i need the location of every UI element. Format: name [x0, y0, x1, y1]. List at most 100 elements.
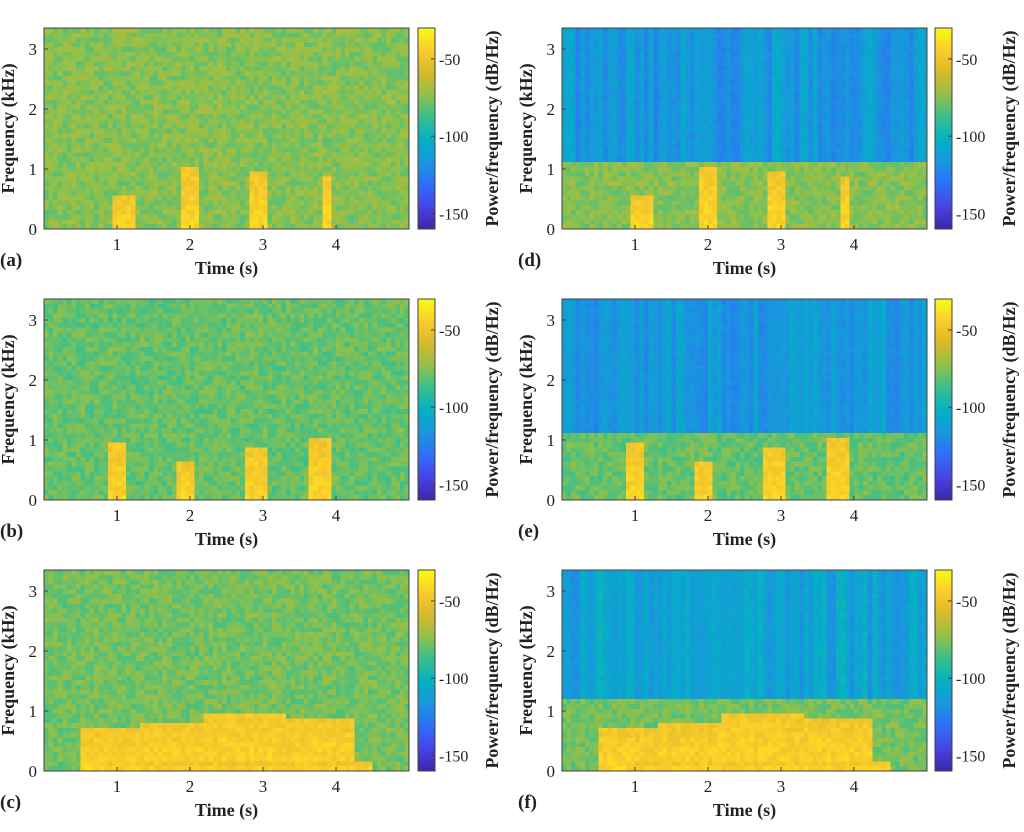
- heatmap-cell: [53, 195, 59, 201]
- heatmap-cell: [217, 342, 223, 348]
- heatmap-cell: [399, 114, 406, 120]
- heatmap-cell: [144, 308, 150, 314]
- heatmap-cell: [112, 322, 118, 329]
- heatmap-cell: [395, 66, 401, 72]
- heatmap-cell: [212, 209, 218, 216]
- heatmap-cell: [244, 313, 250, 319]
- heatmap-cell: [71, 327, 77, 334]
- heatmap-cell: [185, 385, 191, 391]
- heatmap-cell: [258, 318, 264, 324]
- heatmap-cell: [377, 104, 383, 110]
- heatmap-cell: [404, 313, 410, 319]
- heatmap-cell: [212, 313, 218, 319]
- heatmap-cell: [153, 356, 159, 362]
- heatmap-cell: [176, 308, 182, 314]
- heatmap-cell: [358, 118, 364, 125]
- heatmap-cell: [144, 90, 150, 96]
- heatmap-cell: [62, 147, 68, 154]
- heatmap-cell: [290, 147, 296, 154]
- heatmap-cell: [372, 71, 378, 77]
- heatmap-cell: [386, 385, 392, 391]
- heatmap-cell: [167, 109, 173, 115]
- heatmap-cell: [130, 75, 136, 82]
- heatmap-cell: [294, 337, 301, 343]
- heatmap-cell: [153, 224, 159, 230]
- heatmap-cell: [340, 51, 346, 58]
- heatmap-cell: [117, 90, 123, 96]
- heatmap-cell: [395, 224, 401, 230]
- heatmap-cell: [208, 342, 214, 348]
- heatmap-cell: [304, 342, 310, 348]
- heatmap-cell: [190, 342, 196, 348]
- heatmap-cell: [167, 361, 173, 367]
- heatmap-cell: [272, 332, 278, 338]
- heatmap-cell: [290, 114, 296, 120]
- heatmap-cell: [199, 351, 205, 358]
- heatmap-cell: [126, 370, 132, 377]
- heatmap-cell: [386, 118, 392, 125]
- heatmap-cell: [107, 366, 114, 372]
- heatmap-cell: [148, 224, 155, 230]
- heatmap-cell: [98, 147, 104, 154]
- heatmap-cell: [258, 90, 264, 96]
- heatmap-cell: [212, 176, 218, 182]
- heatmap-cell: [75, 342, 82, 348]
- heatmap-cell: [326, 351, 333, 358]
- heatmap-cell: [235, 142, 241, 149]
- heatmap-cell: [112, 185, 118, 192]
- heatmap-cell: [112, 195, 118, 201]
- heatmap-cell: [167, 157, 173, 163]
- heatmap-cell: [377, 123, 383, 130]
- heatmap-cell: [299, 318, 305, 324]
- heatmap-cell: [363, 209, 369, 216]
- heatmap-cell: [135, 351, 141, 358]
- heatmap-cell: [153, 370, 159, 377]
- heatmap-cell: [167, 66, 173, 72]
- heatmap-cell: [285, 346, 291, 353]
- heatmap-cell: [139, 85, 145, 91]
- heatmap-cell: [322, 385, 328, 391]
- heatmap-cell: [135, 166, 141, 173]
- heatmap-cell: [372, 37, 378, 43]
- heatmap-cell: [221, 104, 228, 110]
- heatmap-cell: [285, 123, 291, 130]
- heatmap-cell: [144, 147, 150, 154]
- heatmap-cell: [194, 80, 200, 87]
- heatmap-cell: [331, 303, 337, 310]
- heatmap-cell: [390, 157, 396, 163]
- heatmap-cell: [326, 109, 333, 115]
- heatmap-cell: [53, 375, 59, 381]
- heatmap-cell: [75, 361, 82, 367]
- heatmap-cell: [203, 185, 209, 192]
- heatmap-cell: [240, 327, 246, 334]
- heatmap-cell: [349, 42, 355, 48]
- heatmap-cell: [117, 195, 123, 201]
- heatmap-cell: [258, 322, 264, 329]
- heatmap-cell: [308, 375, 314, 381]
- heatmap-cell: [285, 133, 291, 139]
- heatmap-cell: [244, 56, 250, 63]
- heatmap-cell: [162, 104, 168, 110]
- heatmap-cell: [71, 28, 77, 34]
- heatmap-cell: [117, 75, 123, 82]
- heatmap-cell: [367, 351, 374, 358]
- heatmap-cell: [75, 385, 82, 391]
- heatmap-cell: [322, 318, 328, 324]
- heatmap-cell: [180, 152, 187, 158]
- heatmap-cell: [404, 351, 410, 358]
- heatmap-cell: [386, 152, 392, 158]
- heatmap-cell: [185, 375, 191, 381]
- heatmap-cell: [57, 42, 63, 48]
- heatmap-cell: [331, 185, 337, 192]
- heatmap-cell: [148, 90, 155, 96]
- heatmap-cell: [121, 322, 127, 329]
- heatmap-cell: [85, 205, 91, 211]
- heatmap-cell: [135, 99, 141, 106]
- heatmap-cell: [190, 162, 196, 168]
- heatmap-cell: [103, 209, 109, 216]
- heatmap-cell: [71, 385, 77, 391]
- heatmap-cell: [153, 205, 159, 211]
- heatmap-cell: [395, 299, 401, 305]
- heatmap-cell: [208, 32, 214, 39]
- heatmap-cell: [313, 66, 319, 72]
